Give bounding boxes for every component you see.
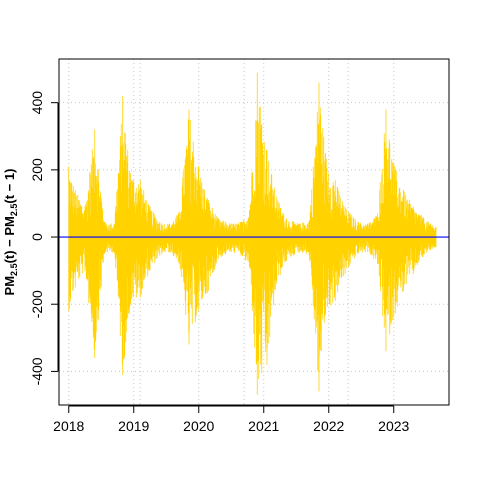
y-axis: -400 -200 0 200 400: [29, 91, 59, 385]
x-tick-label-2018: 2018: [53, 418, 84, 434]
y-label-text: (t) − PM: [2, 216, 17, 263]
x-tick-label-2022: 2022: [313, 418, 344, 434]
y-label-text: (t − 1): [2, 169, 17, 204]
x-tick-label-2020: 2020: [183, 418, 214, 434]
plot-frame: [58, 58, 450, 406]
y-tick-label--400: -400: [29, 357, 45, 385]
y-tick-label-400: 400: [29, 91, 45, 115]
y-tick-label-200: 200: [29, 158, 45, 182]
y-axis-label: PM2.5(t) − PM2.5(t − 1): [2, 169, 19, 296]
y-label-subscript: 2.5: [9, 263, 19, 276]
x-tick-label-2019: 2019: [118, 418, 149, 434]
y-label-subscript: 2.5: [9, 204, 19, 217]
y-tick-label-0: 0: [29, 233, 45, 241]
x-axis: 2018 2019 2020 2021 2022 2023: [53, 405, 410, 434]
y-tick-label--200: -200: [29, 290, 45, 318]
y-label-text: PM: [2, 276, 17, 296]
x-tick-label-2021: 2021: [248, 418, 279, 434]
x-tick-label-2023: 2023: [378, 418, 409, 434]
